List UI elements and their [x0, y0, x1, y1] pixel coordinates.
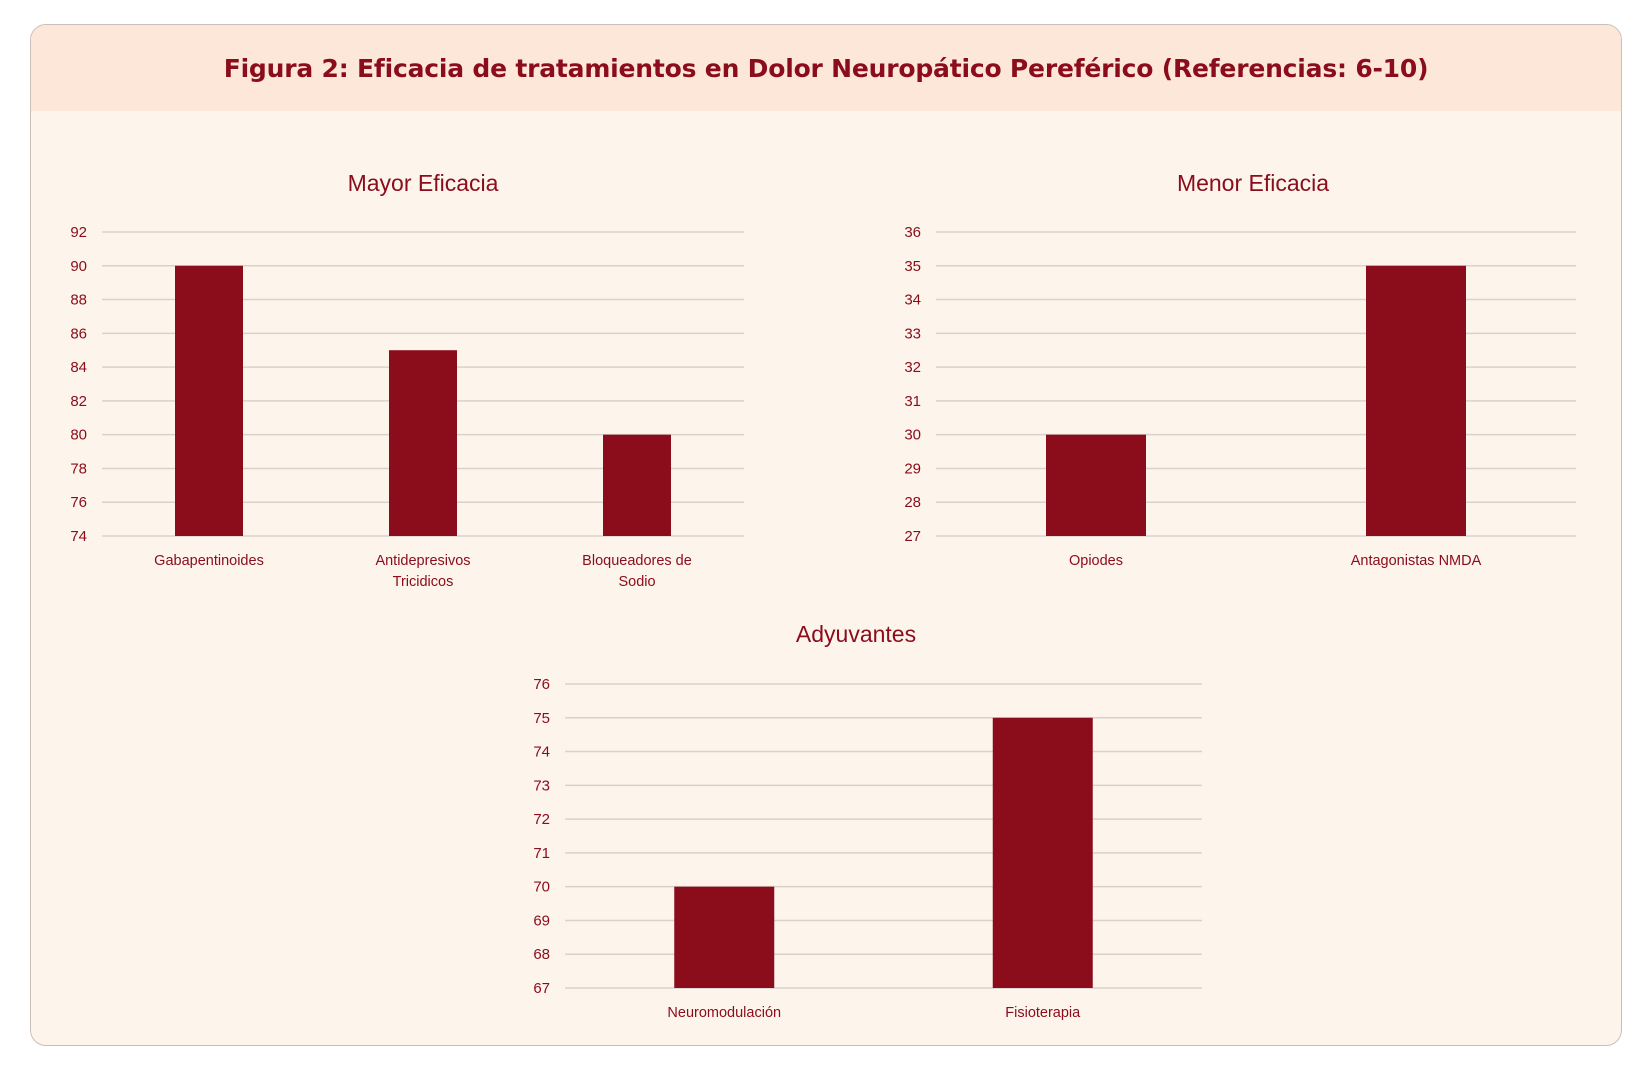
adyuvantes-ytick-label: 76 [533, 676, 550, 693]
mayor-eficacia-category-label: Antidepresivos [375, 553, 470, 569]
mayor-eficacia-category-label: Tricidicos [393, 574, 454, 590]
mayor-eficacia-ytick-label: 82 [70, 393, 87, 410]
menor-eficacia-category-label: Antagonistas NMDA [1351, 553, 1482, 569]
menor-eficacia-ytick-label: 34 [904, 292, 921, 309]
adyuvantes-category-label: Fisioterapia [1005, 1005, 1081, 1021]
mayor-eficacia-category-label: Bloqueadores de [582, 553, 692, 569]
charts-canvas: Mayor Eficacia 74 76 78 80 82 84 86 88 90 92 Gabape… [70, 170, 1576, 1021]
adyuvantes-ytick-label: 70 [533, 879, 550, 896]
menor-eficacia-category-label: Opiodes [1069, 553, 1123, 569]
menor-eficacia-ytick-label: 32 [904, 359, 921, 376]
mayor-eficacia-category-label: Gabapentinoides [154, 553, 264, 569]
mayor-eficacia-ytick-label: 88 [70, 292, 87, 309]
mayor-eficacia-ytick-label: 74 [70, 528, 87, 545]
figure-title: Figura 2: Eficacia de tratamientos en Do… [223, 53, 1429, 83]
menor-eficacia-ytick-label: 35 [904, 258, 921, 275]
menor-eficacia-ytick-label: 28 [904, 494, 921, 511]
mayor-eficacia-ytick-label: 90 [70, 258, 87, 275]
mayor-eficacia-bar [175, 265, 243, 536]
adyuvantes-ytick-label: 74 [533, 744, 550, 761]
menor-eficacia-ytick-label: 33 [904, 325, 921, 342]
menor-eficacia-ytick-label: 30 [904, 427, 921, 444]
menor-eficacia-ytick-label: 31 [904, 393, 921, 410]
adyuvantes-ytick-label: 73 [533, 777, 550, 794]
mayor-eficacia-bar [389, 350, 457, 536]
menor-eficacia-bar [1046, 434, 1146, 536]
menor-eficacia-ytick-label: 27 [904, 528, 921, 545]
mayor-eficacia-ytick-label: 84 [70, 359, 87, 376]
adyuvantes-title: Adyuvantes [796, 621, 916, 647]
mayor-eficacia-ytick-label: 86 [70, 325, 87, 342]
adyuvantes-ytick-label: 71 [533, 845, 550, 862]
mayor-eficacia-ytick-label: 76 [70, 494, 87, 511]
mayor-eficacia-category-label: Sodio [618, 574, 655, 590]
mayor-eficacia-bar [603, 434, 671, 536]
adyuvantes-bar [992, 717, 1093, 988]
menor-eficacia-bar [1366, 265, 1466, 536]
adyuvantes-ytick-label: 67 [533, 980, 550, 997]
mayor-eficacia-title: Mayor Eficacia [348, 170, 499, 196]
adyuvantes-bar [674, 886, 775, 988]
mayor-eficacia-ytick-label: 80 [70, 427, 87, 444]
adyuvantes-ytick-label: 72 [533, 811, 550, 828]
adyuvantes-ytick-label: 68 [533, 946, 550, 963]
mayor-eficacia-ytick-label: 92 [70, 224, 87, 241]
adyuvantes-ytick-label: 75 [533, 710, 550, 727]
adyuvantes-ytick-label: 69 [533, 912, 550, 929]
mayor-eficacia-ytick-label: 78 [70, 460, 87, 477]
adyuvantes-category-label: Neuromodulación [667, 1005, 781, 1021]
figure-header: Figura 2: Eficacia de tratamientos en Do… [31, 25, 1621, 111]
menor-eficacia-ytick-label: 36 [904, 224, 921, 241]
figure-panel: Figura 2: Eficacia de tratamientos en Do… [30, 24, 1622, 1046]
menor-eficacia-ytick-label: 29 [904, 460, 921, 477]
menor-eficacia-title: Menor Eficacia [1177, 170, 1329, 196]
